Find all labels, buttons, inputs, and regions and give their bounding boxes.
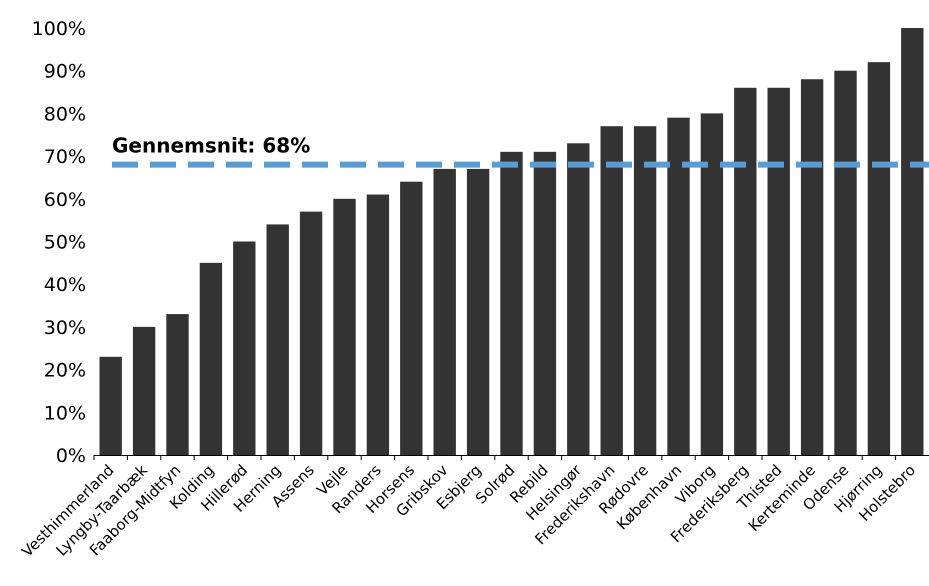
- bar: [600, 126, 623, 456]
- y-tick-label: 70%: [44, 146, 86, 168]
- bar: [633, 126, 657, 456]
- bar: [99, 356, 122, 455]
- bar: [132, 326, 156, 455]
- bar: [299, 211, 323, 455]
- bar: [800, 79, 824, 456]
- bar: [567, 143, 590, 456]
- bar: [734, 87, 757, 455]
- y-tick-label: 50%: [44, 232, 86, 254]
- bar: [901, 28, 924, 455]
- bar: [366, 194, 390, 455]
- y-tick-label: 0%: [56, 445, 86, 467]
- bar: [767, 87, 790, 455]
- bars-group: [99, 28, 924, 456]
- y-tick-label: 40%: [44, 274, 86, 296]
- y-tick-label: 10%: [44, 402, 86, 424]
- bar: [867, 62, 891, 455]
- average-label: Gennemsnit: 68%: [112, 134, 310, 158]
- y-tick-label: 30%: [44, 317, 86, 339]
- bar: [433, 168, 456, 455]
- y-tick-label: 60%: [44, 189, 86, 211]
- bar: [199, 262, 223, 455]
- y-tick-label: 20%: [44, 360, 86, 382]
- bar: [400, 181, 423, 455]
- bar: [834, 70, 857, 455]
- average-line-group: Gennemsnit: 68%: [112, 134, 929, 168]
- bar: [667, 117, 690, 456]
- bar: [233, 241, 256, 455]
- y-tick-label: 100%: [32, 18, 86, 40]
- x-axis: VesthimmerlandLyngby-TaarbækFaaborg-Midt…: [18, 455, 929, 561]
- y-tick-label: 90%: [44, 61, 86, 83]
- bar: [700, 113, 724, 456]
- bar: [533, 151, 557, 455]
- bar: [333, 198, 356, 456]
- bar: [500, 151, 523, 455]
- y-axis: 0% 10% 20% 30% 40% 50% 60% 70% 80% 90% 100%: [32, 18, 86, 467]
- bar: [266, 224, 289, 455]
- y-tick-label: 80%: [44, 103, 86, 125]
- bar: [466, 168, 490, 455]
- bar: [166, 314, 189, 455]
